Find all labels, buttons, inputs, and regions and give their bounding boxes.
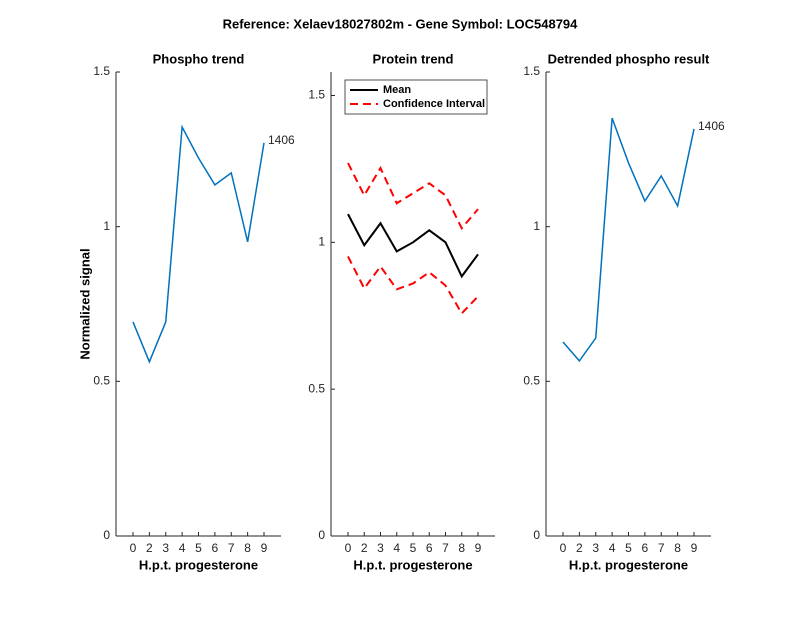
y-tick-label: 0 <box>318 528 325 542</box>
figure-title: Reference: Xelaev18027802m - Gene Symbol… <box>223 16 579 31</box>
annotation: 1406 <box>698 119 725 133</box>
x-tick-label: 0 <box>130 541 137 555</box>
y-tick-label: 1.5 <box>523 64 540 78</box>
x-tick-label: 6 <box>642 541 649 555</box>
x-tick-label: 2 <box>361 541 368 555</box>
axes-title: Phospho trend <box>153 51 245 66</box>
x-tick-label: 0 <box>345 541 352 555</box>
axes-title: Protein trend <box>373 51 454 66</box>
x-tick-label: 5 <box>625 541 632 555</box>
y-tick-label: 0 <box>533 528 540 542</box>
data-line <box>347 162 479 231</box>
x-tick-label: 3 <box>162 541 169 555</box>
data-line <box>562 117 695 363</box>
data-line <box>347 213 479 279</box>
y-tick-label: 1 <box>533 219 540 233</box>
x-tick-label: 2 <box>576 541 583 555</box>
legend-label: Mean <box>383 84 411 96</box>
y-tick-label: 1.5 <box>93 64 110 78</box>
x-tick-label: 3 <box>377 541 384 555</box>
x-tick-label: 9 <box>475 541 482 555</box>
y-tick-label: 1 <box>103 219 110 233</box>
x-tick-label: 6 <box>426 541 433 555</box>
x-tick-label: 9 <box>691 541 698 555</box>
x-tick-label: 5 <box>195 541 202 555</box>
y-tick-label: 1.5 <box>308 88 325 102</box>
x-axis-label: H.p.t. progesterone <box>569 557 688 572</box>
x-tick-label: 5 <box>410 541 417 555</box>
legend-box <box>344 79 488 115</box>
y-tick-label: 0.5 <box>523 374 540 388</box>
x-tick-label: 2 <box>146 541 153 555</box>
x-axis-label: H.p.t. progesterone <box>353 557 472 572</box>
y-tick-label: 0 <box>103 528 110 542</box>
annotation: 1406 <box>268 133 295 147</box>
x-tick-label: 8 <box>674 541 681 555</box>
legend-label: Confidence Interval <box>383 98 485 110</box>
x-tick-label: 4 <box>393 541 400 555</box>
x-tick-label: 4 <box>179 541 186 555</box>
x-tick-label: 7 <box>658 541 665 555</box>
y-tick-label: 1 <box>318 235 325 249</box>
axes-title: Detrended phospho result <box>548 51 710 66</box>
y-tick-label: 0.5 <box>308 381 325 395</box>
x-tick-label: 7 <box>228 541 235 555</box>
x-tick-label: 7 <box>442 541 449 555</box>
y-axis-label: Normalized signal <box>77 248 92 359</box>
x-tick-label: 0 <box>560 541 567 555</box>
x-tick-label: 9 <box>261 541 268 555</box>
x-axis-label: H.p.t. progesterone <box>139 557 258 572</box>
y-tick-label: 0.5 <box>93 374 110 388</box>
x-tick-label: 3 <box>592 541 599 555</box>
x-tick-label: 8 <box>458 541 465 555</box>
data-line <box>132 124 265 364</box>
data-line <box>347 255 479 316</box>
x-tick-label: 6 <box>212 541 219 555</box>
x-tick-label: 4 <box>609 541 616 555</box>
x-tick-label: 8 <box>244 541 251 555</box>
